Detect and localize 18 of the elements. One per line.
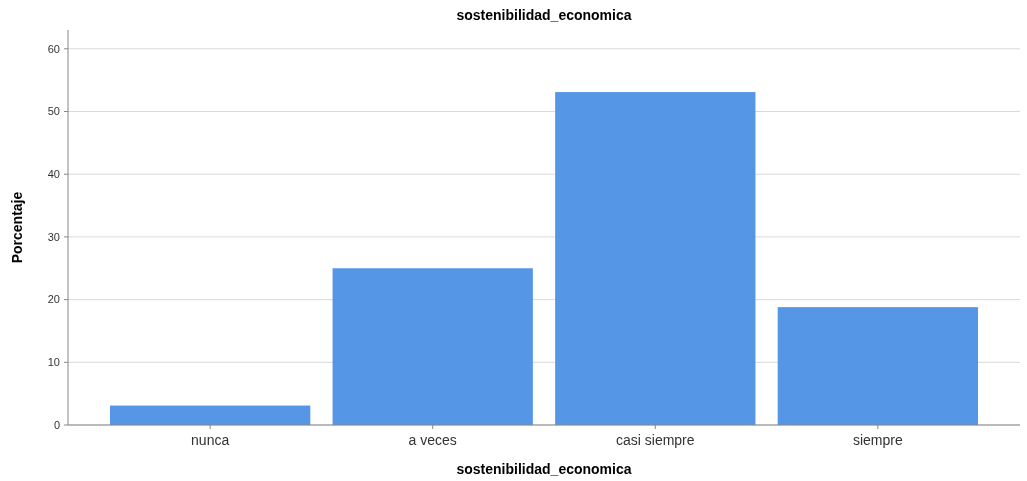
bar <box>332 268 533 425</box>
y-axis-title: Porcentaje <box>9 191 25 264</box>
x-tick-label: a veces <box>408 432 457 448</box>
bar <box>777 307 978 425</box>
y-tick-label: 40 <box>47 168 60 181</box>
y-tick-label: 0 <box>53 418 60 431</box>
x-tick-label: casi siempre <box>615 432 695 448</box>
bar <box>555 92 756 425</box>
bar <box>110 405 311 425</box>
y-tick-label: 60 <box>47 42 60 55</box>
y-tick-label: 30 <box>47 230 60 243</box>
y-tick-label: 50 <box>47 105 60 118</box>
y-tick-label: 20 <box>47 293 60 306</box>
x-tick-label: nunca <box>191 432 230 448</box>
chart-title: sostenibilidad_economica <box>456 7 632 23</box>
x-axis-title: sostenibilidad_economica <box>456 461 632 477</box>
y-tick-label: 10 <box>47 356 60 369</box>
x-tick-label: siempre <box>852 432 903 448</box>
